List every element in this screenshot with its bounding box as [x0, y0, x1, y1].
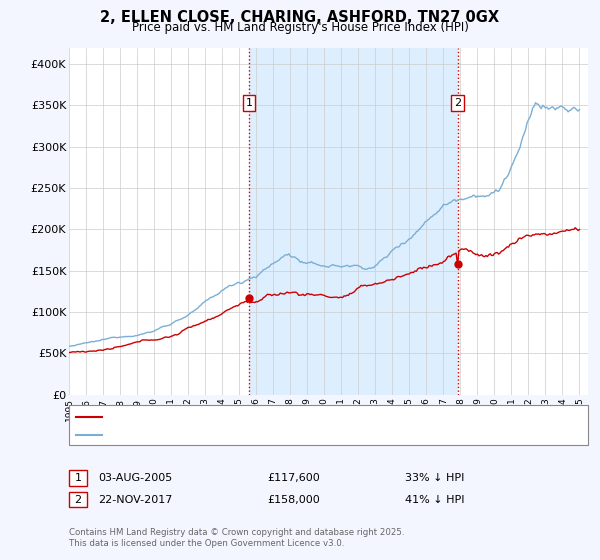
Text: 22-NOV-2017: 22-NOV-2017 — [98, 494, 172, 505]
Text: 1: 1 — [245, 98, 253, 108]
Text: 33% ↓ HPI: 33% ↓ HPI — [405, 473, 464, 483]
Text: £117,600: £117,600 — [267, 473, 320, 483]
Text: 2, ELLEN CLOSE, CHARING, ASHFORD, TN27 0GX: 2, ELLEN CLOSE, CHARING, ASHFORD, TN27 0… — [100, 10, 500, 25]
Text: 41% ↓ HPI: 41% ↓ HPI — [405, 494, 464, 505]
Text: 2: 2 — [74, 494, 82, 505]
Text: HPI: Average price, semi-detached house, Ashford: HPI: Average price, semi-detached house,… — [106, 430, 356, 440]
Text: 2: 2 — [454, 98, 461, 108]
Text: Price paid vs. HM Land Registry's House Price Index (HPI): Price paid vs. HM Land Registry's House … — [131, 21, 469, 34]
Text: 2, ELLEN CLOSE, CHARING, ASHFORD, TN27 0GX (semi-detached house): 2, ELLEN CLOSE, CHARING, ASHFORD, TN27 0… — [106, 412, 468, 422]
Bar — [249, 48, 458, 395]
Text: 1: 1 — [74, 473, 82, 483]
Text: Contains HM Land Registry data © Crown copyright and database right 2025.
This d: Contains HM Land Registry data © Crown c… — [69, 528, 404, 548]
Text: 03-AUG-2005: 03-AUG-2005 — [98, 473, 172, 483]
Text: £158,000: £158,000 — [267, 494, 320, 505]
